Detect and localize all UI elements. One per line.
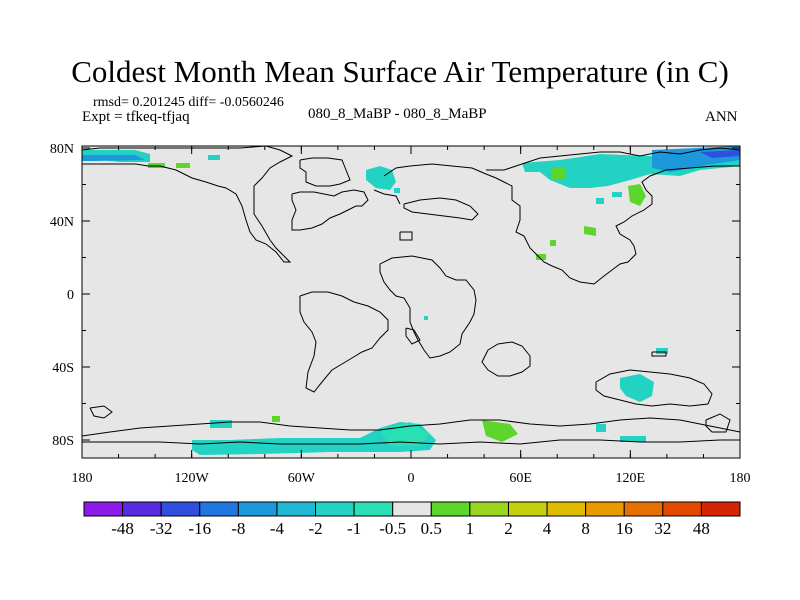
anomaly-patch xyxy=(700,150,740,158)
coastline-island xyxy=(651,351,667,357)
coastline-island xyxy=(405,327,421,345)
anomaly-patch xyxy=(366,166,396,190)
anomaly-patch xyxy=(82,155,145,161)
legend-label: 0.5 xyxy=(421,519,442,538)
anomaly-patch xyxy=(620,436,646,442)
legend-swatch xyxy=(585,501,625,517)
axis-labels: 180 120W 60W 0 60E 120E 180 80N 40N 0 40S 80S xyxy=(50,142,751,486)
anomaly-shading xyxy=(82,146,740,455)
legend-label: 32 xyxy=(654,519,671,538)
coastline-australia xyxy=(595,369,713,407)
legend-swatch xyxy=(83,501,124,517)
coastline-africa xyxy=(379,255,477,359)
legend-label: 2 xyxy=(504,519,513,538)
legend-label: 8 xyxy=(581,519,590,538)
legend-swatch xyxy=(199,501,239,517)
anomaly-patch xyxy=(596,198,604,204)
coastline-indian-plateau xyxy=(481,341,531,377)
legend-swatch xyxy=(276,501,317,517)
x-tick-label: 120W xyxy=(175,471,210,486)
x-tick-label: 180 xyxy=(730,471,751,486)
coastline-scandinavia xyxy=(373,189,401,205)
y-tick-label: 40S xyxy=(52,361,74,376)
coastlines xyxy=(81,145,741,445)
anomaly-patch xyxy=(482,420,518,442)
coastline-north-america xyxy=(81,145,294,263)
legend-label: -4 xyxy=(270,519,285,538)
legend-swatch xyxy=(122,501,162,517)
y-tick-label: 40N xyxy=(50,215,74,230)
chart-title: Coldest Month Mean Surface Air Temperatu… xyxy=(71,54,729,89)
legend-swatch xyxy=(430,501,471,517)
legend-label: -2 xyxy=(308,519,322,538)
anomaly-patch xyxy=(584,226,596,236)
legend-label: -32 xyxy=(150,519,173,538)
coastline-island xyxy=(399,231,413,241)
legend-swatch xyxy=(662,501,702,517)
legend-label: -48 xyxy=(111,519,134,538)
anomaly-patch xyxy=(536,254,546,260)
anomaly-patch xyxy=(210,420,232,428)
y-tick-label: 80N xyxy=(50,142,74,157)
coastline-arctic-islands xyxy=(299,157,351,187)
x-tick-label: 60E xyxy=(509,471,532,486)
x-tick-label: 120E xyxy=(616,471,646,486)
legend-label: 16 xyxy=(616,519,633,538)
anomaly-patch xyxy=(596,424,606,432)
y-tick-label: 0 xyxy=(67,288,74,303)
legend-swatch xyxy=(160,501,201,517)
season-label: ANN xyxy=(705,109,738,125)
legend-label: -16 xyxy=(188,519,211,538)
axis-ticks xyxy=(81,146,741,458)
legend-label: 48 xyxy=(693,519,710,538)
legend-label: 4 xyxy=(543,519,552,538)
legend-swatch xyxy=(623,501,664,517)
experiment-label: Expt = tfkeq-tfjaq xyxy=(82,109,190,125)
coastline-antarctica xyxy=(81,417,741,437)
anomaly-patch xyxy=(208,155,220,160)
coastline-greenland xyxy=(291,189,369,231)
anomaly-patch xyxy=(424,316,428,320)
anomaly-patch xyxy=(192,422,436,455)
y-tick-label: 80S xyxy=(52,434,74,449)
case-label: 080_8_MaBP - 080_8_MaBP xyxy=(308,106,487,122)
legend-label: 1 xyxy=(466,519,475,538)
legend-swatch xyxy=(237,501,278,517)
x-tick-label: 180 xyxy=(72,471,93,486)
legend-label: -0.5 xyxy=(379,519,406,538)
anomaly-patch xyxy=(550,240,556,246)
coastline-antarctica-inner xyxy=(82,439,740,445)
anomaly-patch xyxy=(552,168,566,180)
legend-swatch xyxy=(353,501,394,517)
stats-text: rmsd= 0.201245 diff= -0.0560246 xyxy=(93,95,284,110)
legend-label: -1 xyxy=(347,519,361,538)
anomaly-patch xyxy=(628,184,646,206)
anomaly-patch xyxy=(394,188,400,193)
x-tick-label: 0 xyxy=(408,471,415,486)
legend-swatch xyxy=(507,501,548,517)
legend-label: -8 xyxy=(231,519,245,538)
coastline-south-america xyxy=(299,291,389,393)
anomaly-patch xyxy=(612,192,622,197)
anomaly-patch xyxy=(620,374,654,402)
coastline-europe xyxy=(403,197,479,221)
anomaly-patch xyxy=(272,416,280,422)
coastline-island xyxy=(705,413,731,433)
legend-swatch xyxy=(700,501,741,517)
coastline-eurasia xyxy=(383,147,741,285)
legend-swatch xyxy=(469,501,509,517)
color-legend: -48 -32 -16 -8 -4 -2 -1 -0.5 0.5 1 2 4 8 16 32 48 xyxy=(83,501,741,538)
legend-swatch xyxy=(315,501,355,517)
legend-swatch xyxy=(546,501,587,517)
legend-swatch xyxy=(392,501,432,517)
anomaly-patch xyxy=(176,163,190,168)
x-tick-label: 60W xyxy=(288,471,316,486)
coastline-island xyxy=(89,405,113,419)
